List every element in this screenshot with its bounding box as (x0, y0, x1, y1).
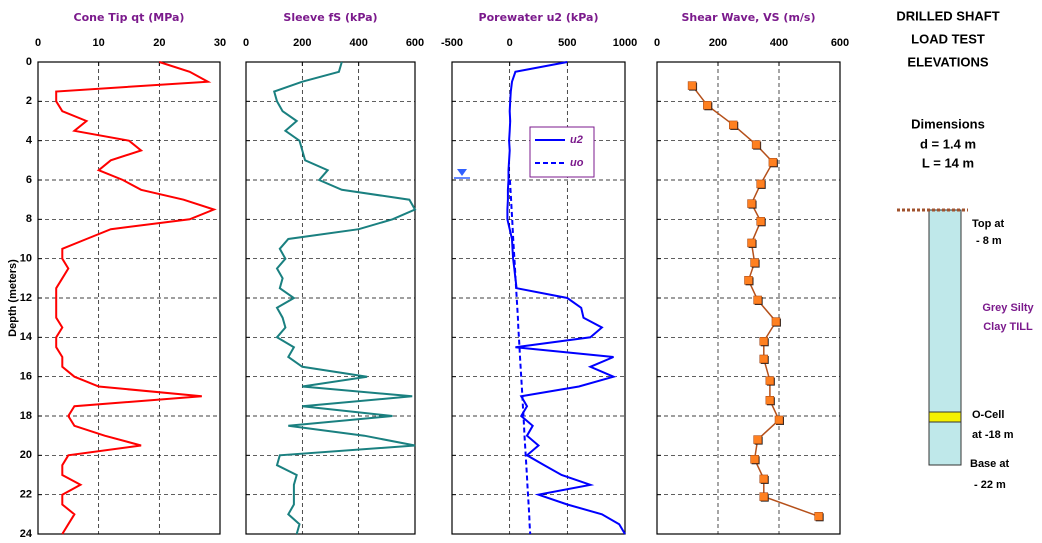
x-tick-label: 200 (293, 37, 311, 49)
marker (756, 217, 765, 226)
plot-frame (245, 61, 416, 535)
y-tick-label: 2 (26, 95, 32, 107)
y-axis-label: Depth (meters) (7, 259, 19, 337)
diagram-title: DRILLED SHAFT (896, 8, 999, 23)
panel-title: Porewater u2 (kPa) (479, 11, 599, 24)
marker (747, 238, 756, 248)
marker (759, 354, 768, 364)
dimensions: L = 14 m (922, 155, 974, 170)
label: - 8 m (976, 235, 1002, 247)
water-table (457, 169, 467, 176)
marker (703, 101, 712, 110)
panel-title: Cone Tip qt (MPa) (74, 11, 185, 24)
x-tick-label: 0 (654, 37, 660, 49)
y-tick-label: 16 (20, 371, 32, 383)
soil-label: Grey Silty (982, 302, 1034, 314)
marker (750, 258, 759, 267)
series-line (508, 179, 532, 535)
dimensions: Dimensions (911, 116, 985, 131)
x-tick-label: 600 (406, 37, 424, 49)
y-tick-label: 10 (20, 253, 32, 265)
marker (814, 512, 823, 521)
x-tick-label: 400 (770, 37, 788, 49)
x-tick-label: 0 (35, 37, 41, 49)
marker (747, 199, 756, 208)
marker (765, 396, 775, 405)
series-line (272, 61, 417, 535)
marker (759, 337, 768, 346)
x-tick-label: 1000 (613, 37, 637, 49)
y-tick-label: 4 (26, 135, 33, 147)
y-tick-label: 12 (20, 292, 32, 304)
y-tick-label: 22 (20, 489, 32, 501)
x-tick-label: 0 (507, 37, 513, 49)
marker (687, 81, 697, 90)
marker (729, 120, 738, 130)
marker (774, 415, 784, 425)
soil-label: Clay TILL (983, 321, 1033, 333)
marker (759, 474, 768, 484)
series-line (506, 61, 626, 535)
x-tick-label: 20 (153, 37, 165, 49)
series-line (55, 61, 217, 535)
diagram-title: ELEVATIONS (907, 54, 988, 69)
marker (759, 492, 768, 501)
y-tick-label: 20 (20, 449, 32, 461)
x-tick-label: 600 (831, 37, 849, 49)
marker (753, 435, 762, 444)
y-tick-label: 24 (20, 528, 33, 538)
panel-title: Sleeve fS (kPa) (283, 11, 377, 24)
label: at -18 m (972, 429, 1014, 441)
marker (750, 455, 759, 464)
marker (753, 295, 762, 305)
x-tick-label: 30 (214, 37, 226, 49)
x-tick-label: 500 (558, 37, 576, 49)
plot-frame (37, 61, 221, 535)
label: Base at (970, 458, 1009, 470)
marker (771, 317, 781, 326)
panel-title: Shear Wave, VS (m/s) (681, 11, 815, 24)
shaft (928, 209, 962, 466)
y-tick-label: 18 (20, 410, 32, 422)
plot-frame (656, 61, 841, 535)
diagram-title: LOAD TEST (911, 31, 985, 46)
legend-label: uo (570, 157, 584, 169)
x-tick-label: 400 (349, 37, 367, 49)
label: O-Cell (972, 409, 1004, 421)
y-tick-label: 14 (20, 331, 33, 343)
y-tick-label: 8 (26, 213, 32, 225)
marker (744, 276, 753, 285)
label: Top at (972, 218, 1005, 230)
legend-label: u2 (570, 134, 583, 146)
label: - 22 m (974, 479, 1006, 491)
y-tick-label: 0 (26, 56, 32, 68)
x-tick-label: -500 (441, 37, 463, 49)
x-tick-label: 0 (243, 37, 249, 49)
o-cell (928, 411, 962, 423)
plot-frame (451, 61, 626, 535)
marker (765, 376, 775, 385)
marker (768, 158, 778, 167)
dimensions: d = 1.4 m (920, 136, 976, 151)
marker (756, 179, 765, 189)
x-tick-label: 10 (93, 37, 105, 49)
y-tick-label: 6 (26, 174, 32, 186)
legend-box (529, 126, 595, 178)
marker (751, 140, 761, 149)
x-tick-label: 200 (709, 37, 727, 49)
